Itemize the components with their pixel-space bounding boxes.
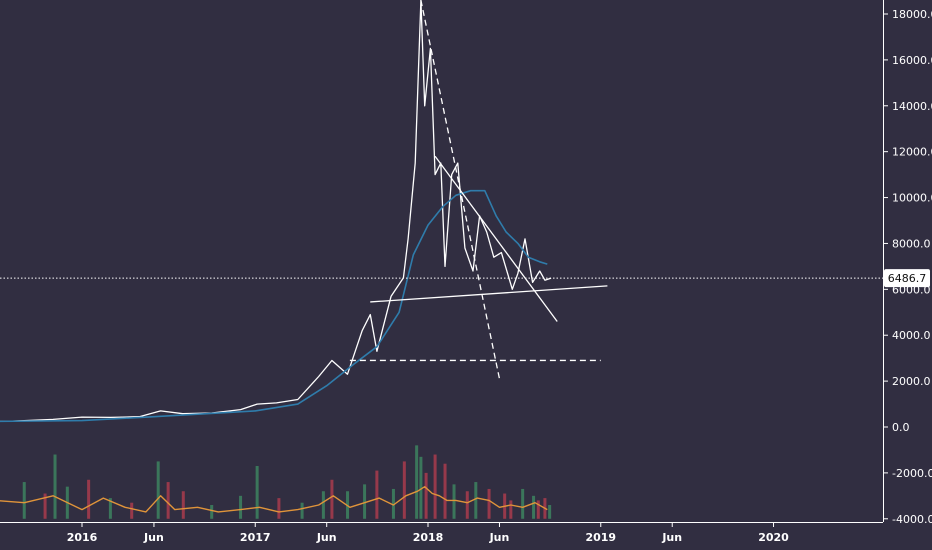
volume-bar-15 xyxy=(277,498,281,519)
y-tick-label-5: 8000.0 xyxy=(892,237,931,250)
volume-bar-22 xyxy=(391,488,395,519)
volume-bar-23 xyxy=(402,461,406,519)
y-tick-label-10: -2000.0 xyxy=(892,467,932,480)
x-tick-label-0: 2016 xyxy=(67,531,98,544)
x-tick-label-6: 2019 xyxy=(585,531,616,544)
x-axis: 2016 Jun 2017 Jun 2018 Jun 2019 Jun 2020 xyxy=(67,522,789,544)
volume-bar-14 xyxy=(255,466,259,519)
y-tick-label-2: 14000.0 xyxy=(892,100,932,113)
y-tick-label-7: 4000.0 xyxy=(892,329,931,342)
volume-bar-21 xyxy=(375,470,379,519)
volume-bar-39 xyxy=(548,505,552,519)
price-line xyxy=(0,0,552,423)
volume-layer xyxy=(22,445,552,519)
y-tick-label-8: 2000.0 xyxy=(892,375,931,388)
volume-bar-6 xyxy=(87,479,91,519)
trendline-layer xyxy=(349,0,608,379)
volume-average-line xyxy=(0,486,548,513)
y-tick-label-9: 0.0 xyxy=(892,421,910,434)
moving-average-line xyxy=(0,189,548,423)
volume-bar-4 xyxy=(53,454,57,519)
volume-bar-10 xyxy=(166,482,170,519)
x-tick-label-8: 2020 xyxy=(758,531,789,544)
y-tick-label-11: -4000.0 xyxy=(892,513,932,526)
trendline-1 xyxy=(434,155,558,322)
volume-bar-26 xyxy=(424,472,428,519)
trendline-2 xyxy=(370,285,608,303)
x-tick-label-1: Jun xyxy=(143,531,164,544)
current-price-marker: 6486.7 xyxy=(0,269,930,288)
current-price-label-box xyxy=(884,269,930,288)
volume-bar-8 xyxy=(130,502,134,519)
volume-bar-25 xyxy=(419,456,423,519)
volume-bar-32 xyxy=(487,488,491,519)
x-tick-label-5: Jun xyxy=(489,531,510,544)
volume-bar-31 xyxy=(474,482,478,519)
volume-bar-30 xyxy=(465,491,469,519)
series-layer xyxy=(0,0,552,513)
volume-bar-24 xyxy=(415,445,419,519)
x-tick-label-4: 2018 xyxy=(413,531,444,544)
volume-bar-27 xyxy=(433,454,437,519)
y-tick-label-3: 12000.0 xyxy=(892,146,932,159)
current-price-label: 6486.7 xyxy=(888,272,927,285)
volume-bar-17 xyxy=(321,491,325,519)
volume-bar-12 xyxy=(210,505,214,519)
x-tick-label-2: 2017 xyxy=(240,531,271,544)
volume-bar-36 xyxy=(532,495,536,519)
volume-bar-7 xyxy=(108,498,112,519)
y-tick-label-4: 10000.0 xyxy=(892,192,932,205)
volume-bar-11 xyxy=(181,491,185,519)
y-tick-label-1: 16000.0 xyxy=(892,54,932,67)
x-tick-label-3: Jun xyxy=(316,531,337,544)
volume-bar-3 xyxy=(43,493,47,519)
volume-bar-20 xyxy=(363,484,367,519)
volume-bar-34 xyxy=(509,500,513,519)
volume-bar-29 xyxy=(452,484,456,519)
y-tick-label-0: 18000.0 xyxy=(892,8,932,21)
x-tick-label-7: Jun xyxy=(661,531,682,544)
volume-bar-13 xyxy=(239,495,243,519)
volume-bar-16 xyxy=(300,502,304,519)
volume-bar-9 xyxy=(156,461,160,519)
volume-bar-28 xyxy=(443,463,447,519)
volume-bar-2 xyxy=(22,482,26,519)
volume-bar-18 xyxy=(330,479,334,519)
volume-bar-37 xyxy=(536,500,540,519)
volume-bar-35 xyxy=(521,488,525,519)
